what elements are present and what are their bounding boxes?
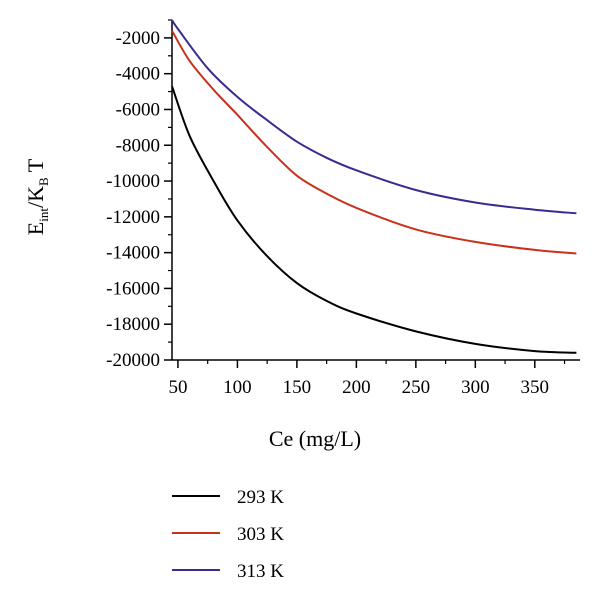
plot-area: 50 100 150 200 250 300 350 -2000 -4000 -6000 -800… [106, 19, 580, 398]
y-axis-title-sub2: B [36, 177, 51, 186]
y-tick-label: -4000 [116, 64, 160, 85]
legend-label: 303 K [237, 524, 284, 545]
y-tick-label: -16000 [106, 278, 160, 299]
y-tick-label: -8000 [116, 135, 160, 156]
series-line-303-k [171, 30, 577, 255]
x-tick-label: 250 [402, 377, 431, 398]
legend: 293 K 303 K 313 K [172, 487, 284, 582]
x-tick-label: 150 [283, 377, 312, 398]
y-axis-title: Eint/KB T [23, 158, 51, 235]
series-line-313-k [171, 19, 577, 215]
x-axis-title: Ce (mg/L) [269, 426, 361, 451]
y-axis-title-sub1: int [36, 208, 51, 222]
legend-label: 313 K [237, 561, 284, 582]
y-tick-label: -2000 [116, 28, 160, 49]
y-tick-label: -14000 [106, 243, 160, 264]
x-tick-label: 300 [461, 377, 490, 398]
y-tick-label: -10000 [106, 171, 160, 192]
series-lines [171, 19, 577, 354]
x-tick-label: 100 [223, 377, 252, 398]
x-tick-label: 50 [168, 377, 187, 398]
x-axis-ticks: 50 100 150 200 250 300 350 [168, 360, 566, 398]
y-tick-label: -6000 [116, 99, 160, 120]
y-tick-label: -12000 [106, 207, 160, 228]
legend-label: 293 K [237, 487, 284, 508]
y-axis-title-end: T [23, 158, 48, 177]
y-axis-ticks: -2000 -4000 -6000 -8000 -10000 -12000 -14000 -1… [106, 19, 172, 371]
x-tick-label: 200 [342, 377, 371, 398]
series-line-293-k [171, 85, 577, 354]
x-tick-label: 350 [521, 377, 550, 398]
y-axis-title-base: E [23, 222, 48, 235]
y-tick-label: -18000 [106, 314, 160, 335]
y-tick-label: -20000 [106, 350, 160, 371]
y-axis-title-mid: /K [23, 186, 48, 208]
